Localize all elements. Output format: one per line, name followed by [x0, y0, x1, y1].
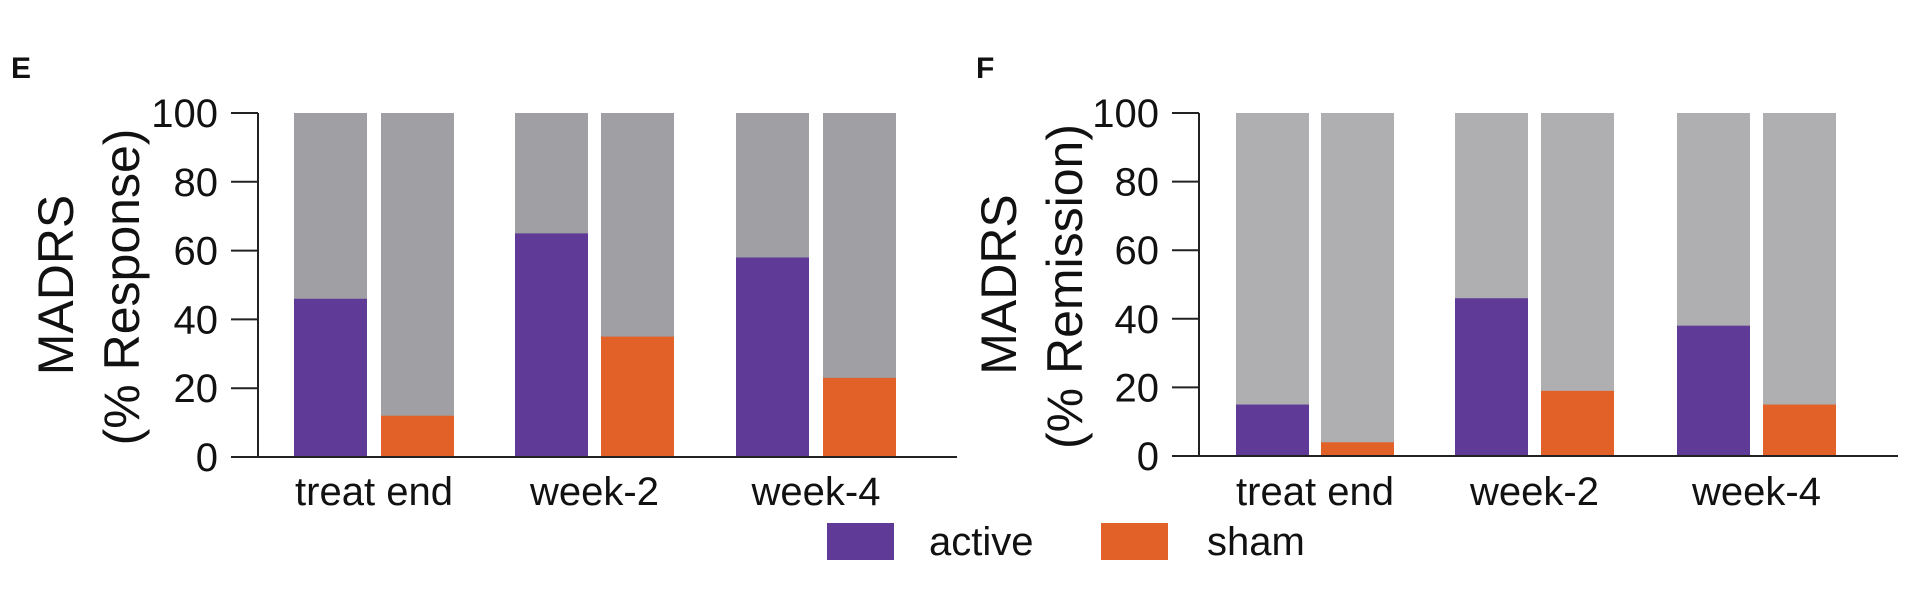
- bar-sham: [1541, 390, 1614, 456]
- bar-active: [1455, 298, 1528, 456]
- bar-active: [1677, 325, 1750, 456]
- bar-active: [1236, 404, 1309, 456]
- y-axis-label-unit: (% Response): [94, 129, 150, 446]
- bar-active: [294, 298, 367, 457]
- bar-sham: [1763, 404, 1836, 456]
- background-bar: [1763, 113, 1836, 456]
- y-tick-label: 80: [174, 161, 219, 205]
- y-tick-label: 0: [196, 436, 218, 480]
- background-bar: [1236, 113, 1309, 456]
- x-tick-label: week-2: [529, 470, 659, 514]
- y-axis-label: MADRS: [971, 194, 1027, 375]
- bar-sham: [1321, 442, 1394, 456]
- x-tick-label: treat end: [295, 470, 453, 514]
- y-tick-label: 40: [174, 298, 219, 342]
- panel-label: E: [11, 52, 31, 85]
- y-tick-label: 20: [1115, 366, 1160, 410]
- y-tick-label: 100: [151, 92, 218, 136]
- bar-active: [515, 233, 588, 457]
- x-tick-label: week-4: [1691, 470, 1821, 514]
- x-tick-label: week-2: [1469, 470, 1599, 514]
- legend-swatch-sham: [1101, 523, 1168, 560]
- background-bar: [1321, 113, 1394, 456]
- legend-label-sham: sham: [1207, 520, 1305, 564]
- x-tick-label: treat end: [1236, 470, 1394, 514]
- bar-sham: [601, 336, 674, 457]
- bar-active: [736, 257, 809, 457]
- y-tick-label: 60: [1115, 229, 1160, 273]
- panel-label: F: [976, 52, 994, 85]
- x-tick-label: week-4: [751, 470, 881, 514]
- bar-sham: [381, 415, 454, 457]
- background-bar: [381, 113, 454, 457]
- bar-sham: [823, 377, 896, 457]
- y-tick-label: 0: [1137, 435, 1159, 479]
- legend-label-active: active: [929, 520, 1034, 564]
- y-tick-label: 20: [174, 367, 219, 411]
- y-axis-label-unit: (% Remission): [1037, 124, 1093, 449]
- y-tick-label: 40: [1115, 298, 1160, 342]
- y-axis-label: MADRS: [28, 195, 84, 376]
- legend-swatch-active: [827, 523, 894, 560]
- y-tick-label: 60: [174, 230, 219, 274]
- y-tick-label: 100: [1092, 92, 1159, 136]
- y-tick-label: 80: [1115, 161, 1160, 205]
